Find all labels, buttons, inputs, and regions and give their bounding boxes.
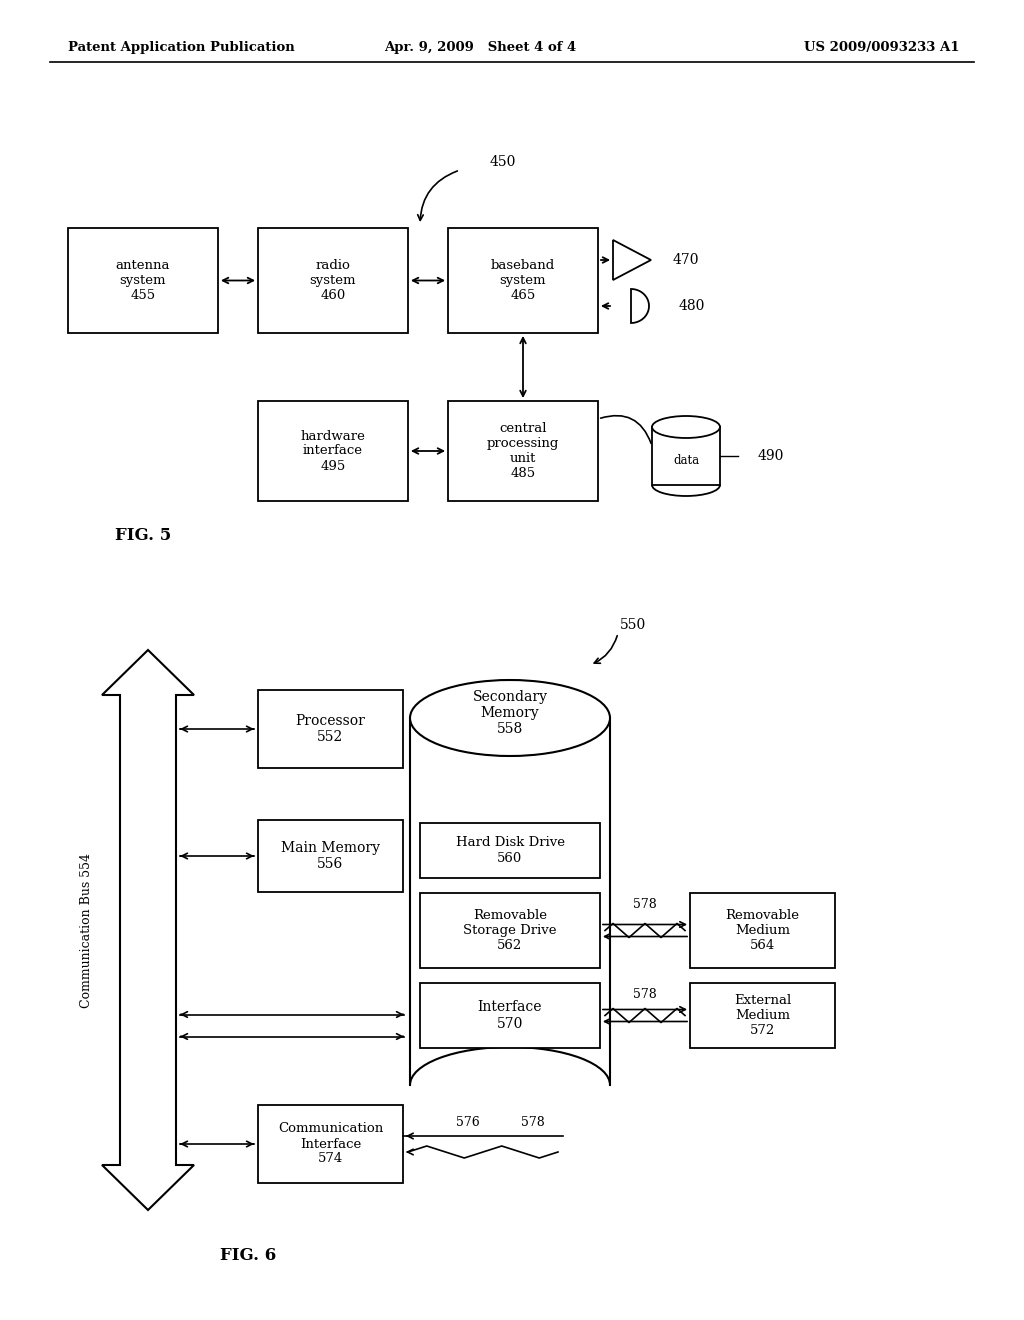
Text: 578: 578 bbox=[521, 1115, 545, 1129]
Text: Communication
Interface
574: Communication Interface 574 bbox=[278, 1122, 383, 1166]
Text: data: data bbox=[673, 454, 699, 466]
Text: antenna
system
455: antenna system 455 bbox=[116, 259, 170, 302]
Bar bbox=[690, 894, 835, 968]
Text: baseband
system
465: baseband system 465 bbox=[490, 259, 555, 302]
Bar bbox=[68, 228, 218, 333]
Text: 550: 550 bbox=[620, 618, 646, 632]
Bar bbox=[652, 426, 720, 484]
Bar bbox=[258, 1105, 403, 1183]
Text: Patent Application Publication: Patent Application Publication bbox=[68, 41, 295, 54]
Text: Processor
552: Processor 552 bbox=[296, 714, 366, 744]
Bar bbox=[258, 401, 408, 502]
Bar bbox=[410, 718, 610, 1085]
Bar bbox=[449, 228, 598, 333]
Text: central
processing
unit
485: central processing unit 485 bbox=[486, 422, 559, 480]
Text: 480: 480 bbox=[679, 300, 706, 313]
Text: Communication Bus 554: Communication Bus 554 bbox=[80, 853, 92, 1007]
Text: US 2009/0093233 A1: US 2009/0093233 A1 bbox=[805, 41, 961, 54]
Bar bbox=[690, 983, 835, 1048]
Text: radio
system
460: radio system 460 bbox=[309, 259, 356, 302]
Text: 450: 450 bbox=[490, 154, 516, 169]
Bar bbox=[420, 822, 600, 878]
Text: 578: 578 bbox=[633, 899, 656, 912]
Text: Hard Disk Drive
560: Hard Disk Drive 560 bbox=[456, 837, 564, 865]
Bar bbox=[258, 228, 408, 333]
Bar bbox=[449, 401, 598, 502]
Text: External
Medium
572: External Medium 572 bbox=[734, 994, 792, 1038]
Text: 578: 578 bbox=[633, 989, 656, 1002]
Polygon shape bbox=[102, 649, 194, 1210]
Ellipse shape bbox=[410, 680, 610, 756]
Bar bbox=[420, 983, 600, 1048]
Text: Secondary
Memory
558: Secondary Memory 558 bbox=[472, 690, 548, 737]
Bar bbox=[420, 894, 600, 968]
Text: FIG. 6: FIG. 6 bbox=[220, 1246, 276, 1263]
Text: Apr. 9, 2009   Sheet 4 of 4: Apr. 9, 2009 Sheet 4 of 4 bbox=[384, 41, 577, 54]
Text: 470: 470 bbox=[673, 253, 699, 267]
Text: FIG. 5: FIG. 5 bbox=[115, 528, 171, 544]
Bar bbox=[258, 690, 403, 768]
Bar bbox=[258, 820, 403, 892]
Text: 490: 490 bbox=[758, 449, 784, 463]
Polygon shape bbox=[631, 289, 649, 323]
Text: Interface
570: Interface 570 bbox=[478, 1001, 543, 1031]
Text: Main Memory
556: Main Memory 556 bbox=[281, 841, 380, 871]
Text: Removable
Medium
564: Removable Medium 564 bbox=[725, 909, 800, 952]
Text: hardware
interface
495: hardware interface 495 bbox=[301, 429, 366, 473]
Ellipse shape bbox=[652, 416, 720, 438]
Polygon shape bbox=[613, 240, 651, 280]
Text: Removable
Storage Drive
562: Removable Storage Drive 562 bbox=[463, 909, 557, 952]
Text: 576: 576 bbox=[456, 1115, 480, 1129]
